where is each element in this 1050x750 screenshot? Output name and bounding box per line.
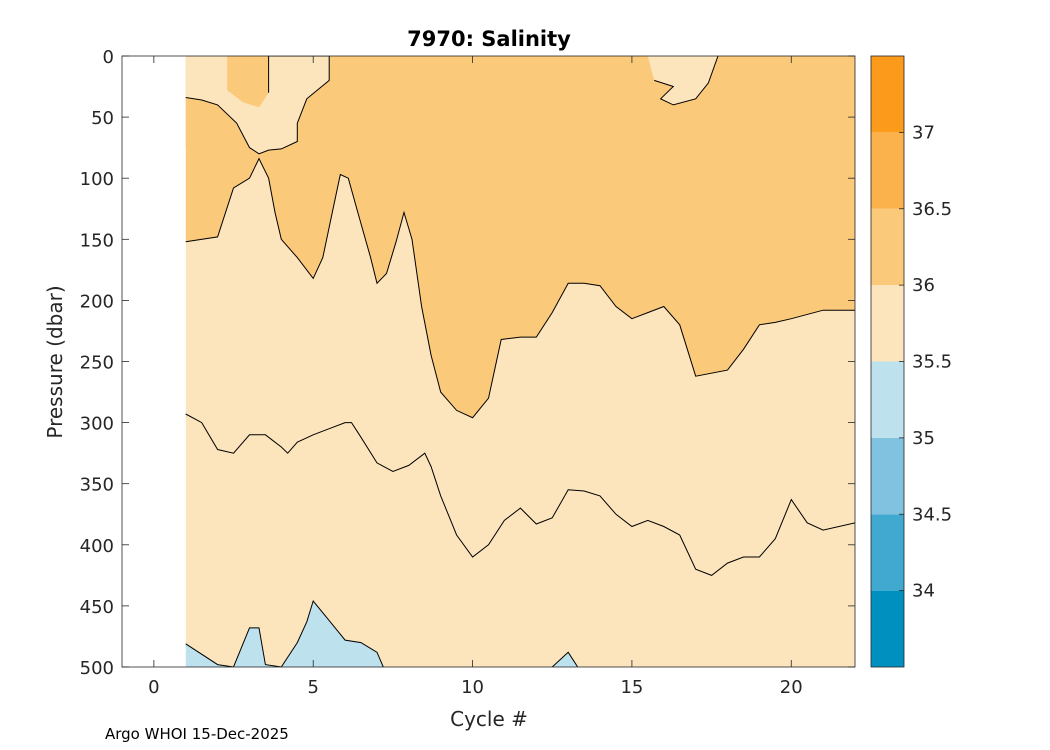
- colorbar-segment: [871, 132, 904, 209]
- colorbar-segment: [871, 361, 904, 438]
- chart-title: 7970: Salinity: [407, 27, 571, 51]
- y-tick-label: 450: [80, 597, 114, 618]
- colorbar-tick-label: 34: [912, 581, 935, 602]
- colorbar-tick-label: 35: [912, 428, 935, 449]
- y-axis: 0 50 100 150 200 250 300 350 400 450 500: [80, 47, 855, 679]
- contour-line-surface-right: [654, 56, 719, 106]
- colorbar-tick-label: 37: [912, 122, 935, 143]
- contour-line-2: [185, 413, 855, 576]
- contour-line-3: [185, 599, 384, 667]
- contour-lines: [185, 56, 855, 667]
- colorbar-frame: [870, 55, 905, 668]
- band-36-36.5: [185, 56, 855, 418]
- band-35-35.5-2: [552, 652, 578, 667]
- contour-line-4: [551, 651, 579, 667]
- y-tick-label: 50: [91, 108, 114, 129]
- surface-patch-left: [185, 56, 330, 154]
- colorbar-segment: [871, 437, 904, 515]
- colorbar-tick-label: 36: [912, 275, 935, 296]
- colorbar-segment: [871, 56, 904, 133]
- colorbar-tick-label: 34.5: [912, 504, 952, 525]
- no-data-region: [122, 56, 186, 667]
- colorbar-segment: [871, 208, 904, 286]
- x-tick-label: 15: [620, 677, 643, 698]
- y-tick-label: 400: [80, 536, 114, 557]
- y-tick-label: 0: [103, 47, 114, 68]
- contour-fills: [122, 56, 855, 667]
- colorbar: 34 34.5 35 35.5 36 36.5 37: [871, 56, 952, 667]
- contour-line-1: [185, 157, 855, 419]
- footer-credit: Argo WHOI 15-Dec-2025: [105, 725, 289, 743]
- contour-line-surface-left: [185, 56, 330, 155]
- x-tick-label: 10: [461, 677, 484, 698]
- colorbar-tick-label: 36.5: [912, 199, 952, 220]
- y-axis-label: Pressure (dbar): [43, 285, 67, 438]
- y-tick-label: 350: [80, 475, 114, 496]
- colorbar-segment: [871, 590, 904, 667]
- x-axis-label: Cycle #: [450, 707, 528, 731]
- y-tick-label: 150: [80, 230, 114, 251]
- band-35-35.5-1: [185, 601, 384, 667]
- y-tick-label: 300: [80, 414, 114, 435]
- x-tick-label: 5: [307, 677, 318, 698]
- x-tick-label: 20: [780, 677, 803, 698]
- colorbar-segment: [871, 285, 904, 362]
- y-tick-label: 500: [80, 658, 114, 679]
- y-tick-label: 250: [80, 353, 114, 374]
- x-tick-label: 0: [148, 677, 159, 698]
- y-tick-label: 100: [80, 169, 114, 190]
- colorbar-tick-label: 35.5: [912, 352, 952, 373]
- y-tick-label: 200: [80, 291, 114, 312]
- colorbar-segment: [871, 514, 904, 591]
- x-axis: 0 5 10 15 20: [148, 56, 803, 698]
